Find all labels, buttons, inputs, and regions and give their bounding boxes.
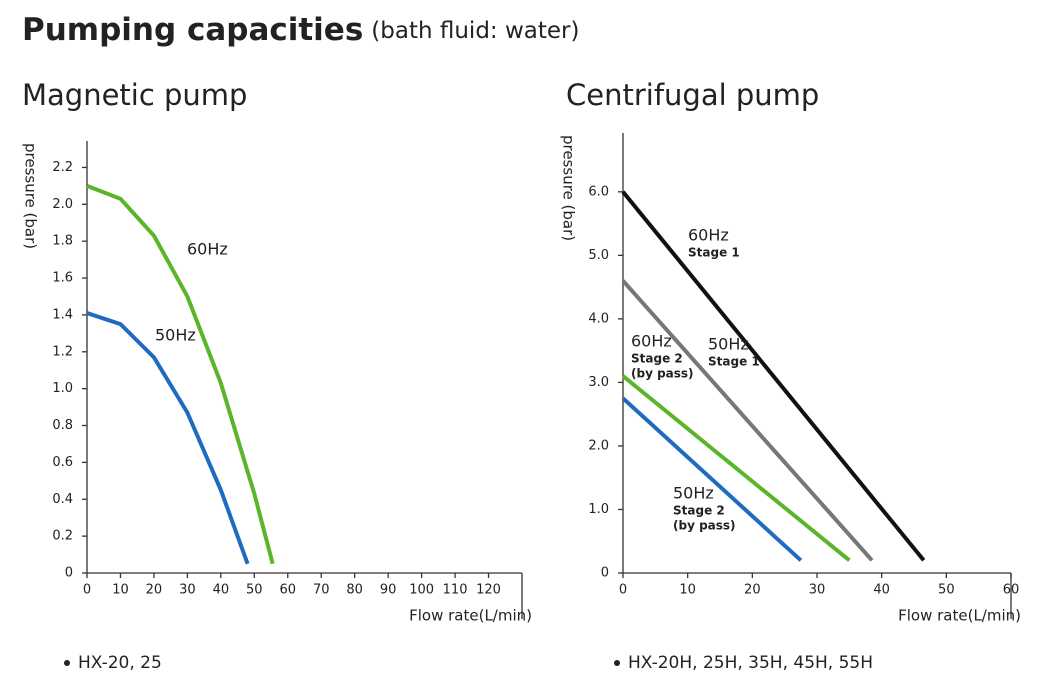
series-line bbox=[621, 396, 803, 562]
y-tick-label: 0.6 bbox=[52, 455, 73, 470]
chart-title: Magnetic pump bbox=[22, 78, 247, 112]
y-tick-label: 2.0 bbox=[52, 197, 73, 212]
x-tick-label: 50 bbox=[938, 583, 955, 598]
x-axis-title: Flow rate(L/min) bbox=[409, 607, 532, 625]
y-tick-label: 2.0 bbox=[588, 438, 609, 453]
note: HX-20H, 25H, 35H, 45H, 55H bbox=[628, 653, 873, 673]
y-tick-label: 4.0 bbox=[588, 311, 609, 326]
y-axis-title: pressure (bar) bbox=[560, 135, 578, 241]
chart-title: Centrifugal pump bbox=[566, 78, 819, 112]
series-detail: Stage 2 bbox=[673, 504, 725, 518]
x-tick-label: 40 bbox=[213, 583, 230, 598]
y-tick-label: 1.4 bbox=[52, 307, 73, 322]
series-detail: (by pass) bbox=[673, 519, 736, 533]
y-tick-label: 1.0 bbox=[588, 502, 609, 517]
page-title: Pumping capacities bbox=[22, 12, 363, 48]
series-detail: (by pass) bbox=[631, 367, 694, 381]
y-tick-label: 1.8 bbox=[52, 234, 73, 249]
series-label: 50Hz bbox=[708, 335, 749, 354]
series-line bbox=[86, 184, 275, 565]
x-tick-label: 30 bbox=[809, 583, 826, 598]
y-tick-label: 0.4 bbox=[52, 492, 73, 507]
y-tick-label: 5.0 bbox=[588, 248, 609, 263]
series-detail: Stage 1 bbox=[688, 246, 740, 260]
x-tick-label: 0 bbox=[619, 583, 627, 598]
y-tick-label: 0 bbox=[601, 566, 609, 581]
y-tick-label: 1.0 bbox=[52, 381, 73, 396]
x-tick-label: 70 bbox=[313, 583, 330, 598]
x-tick-label: 90 bbox=[380, 583, 397, 598]
x-tick-label: 100 bbox=[409, 583, 434, 598]
y-tick-label: 2.2 bbox=[52, 160, 73, 175]
series-label: 50Hz bbox=[673, 484, 714, 503]
x-tick-label: 20 bbox=[744, 583, 761, 598]
y-axis-title: pressure (bar) bbox=[22, 143, 40, 249]
x-tick-label: 10 bbox=[679, 583, 696, 598]
y-tick-label: 1.6 bbox=[52, 271, 73, 286]
series-line bbox=[621, 190, 926, 562]
x-tick-label: 40 bbox=[873, 583, 890, 598]
page-subtitle: (bath fluid: water) bbox=[371, 18, 579, 44]
series-detail: Stage 2 bbox=[631, 352, 683, 366]
x-tick-label: 80 bbox=[346, 583, 363, 598]
series-label: 60Hz bbox=[631, 332, 672, 351]
y-tick-label: 0.2 bbox=[52, 529, 73, 544]
x-tick-label: 50 bbox=[246, 583, 263, 598]
x-tick-label: 120 bbox=[476, 583, 501, 598]
series-label: 60Hz bbox=[187, 240, 228, 259]
x-tick-label: 0 bbox=[83, 583, 91, 598]
note-bullet bbox=[614, 660, 620, 666]
series-label: 50Hz bbox=[155, 326, 196, 345]
note: HX-20, 25 bbox=[78, 653, 162, 673]
x-tick-label: 30 bbox=[179, 583, 196, 598]
x-axis-title: Flow rate(L/min) bbox=[898, 607, 1021, 625]
page-heading: Pumping capacities (bath fluid: water) bbox=[22, 12, 580, 48]
y-tick-label: 6.0 bbox=[588, 184, 609, 199]
series-line bbox=[621, 279, 874, 562]
y-tick-label: 3.0 bbox=[588, 375, 609, 390]
note-bullet bbox=[64, 660, 70, 666]
series-label: 60Hz bbox=[688, 226, 729, 245]
series-line bbox=[621, 374, 851, 562]
y-tick-label: 0 bbox=[65, 566, 73, 581]
y-tick-label: 1.2 bbox=[52, 344, 73, 359]
x-tick-label: 60 bbox=[279, 583, 296, 598]
x-tick-label: 20 bbox=[146, 583, 163, 598]
x-tick-label: 60 bbox=[1003, 583, 1020, 598]
x-tick-label: 10 bbox=[112, 583, 129, 598]
series-line bbox=[86, 311, 250, 565]
x-tick-label: 110 bbox=[443, 583, 468, 598]
y-tick-label: 0.8 bbox=[52, 418, 73, 433]
series-detail: Stage 1 bbox=[708, 355, 760, 369]
